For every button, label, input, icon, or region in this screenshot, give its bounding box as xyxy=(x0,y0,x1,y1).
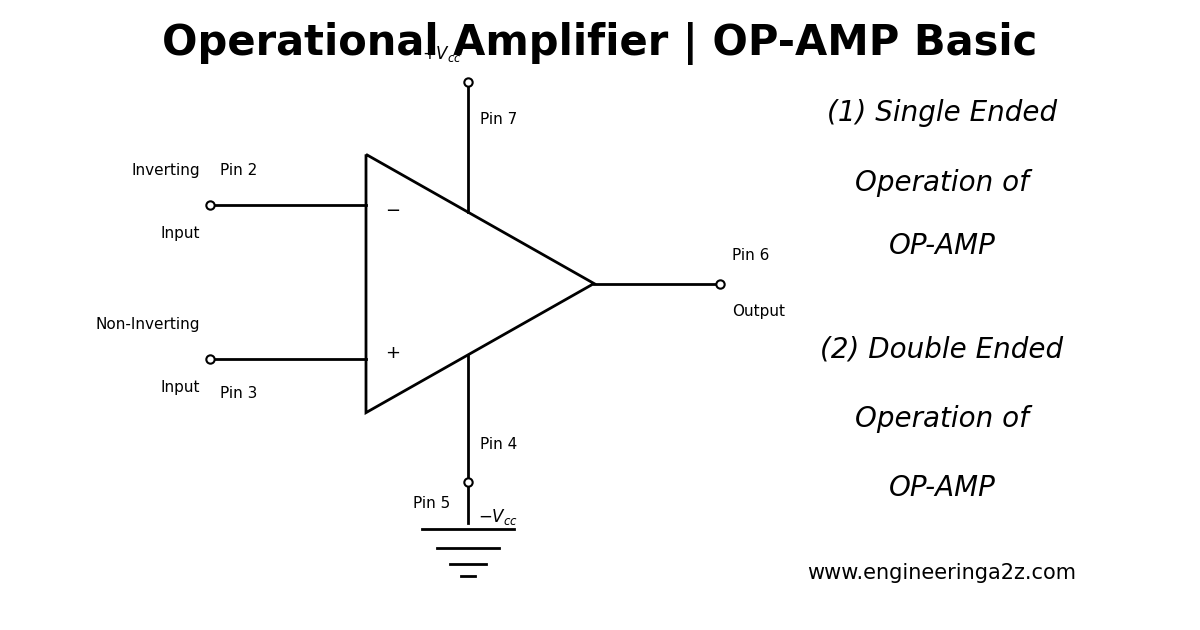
Text: Pin 4: Pin 4 xyxy=(480,437,517,452)
Text: (2) Double Ended: (2) Double Ended xyxy=(821,336,1063,364)
Text: Non-Inverting: Non-Inverting xyxy=(96,317,200,332)
Text: Operation of: Operation of xyxy=(856,169,1028,197)
Text: Input: Input xyxy=(161,380,200,395)
Text: +: + xyxy=(385,344,400,362)
Text: Pin 5: Pin 5 xyxy=(413,496,450,512)
Text: Input: Input xyxy=(161,226,200,241)
Text: OP-AMP: OP-AMP xyxy=(888,474,996,502)
Text: www.engineeringa2z.com: www.engineeringa2z.com xyxy=(808,563,1076,583)
Text: Output: Output xyxy=(732,304,785,319)
Text: Pin 6: Pin 6 xyxy=(732,248,769,263)
Text: Pin 2: Pin 2 xyxy=(220,163,257,178)
Text: Pin 7: Pin 7 xyxy=(480,112,517,127)
Text: OP-AMP: OP-AMP xyxy=(888,232,996,260)
Text: (1) Single Ended: (1) Single Ended xyxy=(827,100,1057,127)
Text: Inverting: Inverting xyxy=(132,163,200,178)
Text: Operation of: Operation of xyxy=(856,405,1028,433)
Text: $-V_{cc}$: $-V_{cc}$ xyxy=(478,507,517,527)
Text: Operational Amplifier | OP-AMP Basic: Operational Amplifier | OP-AMP Basic xyxy=(162,22,1038,65)
Text: Pin 3: Pin 3 xyxy=(220,386,257,401)
Text: −: − xyxy=(385,202,400,220)
Text: $+V_{cc}$: $+V_{cc}$ xyxy=(422,43,462,64)
